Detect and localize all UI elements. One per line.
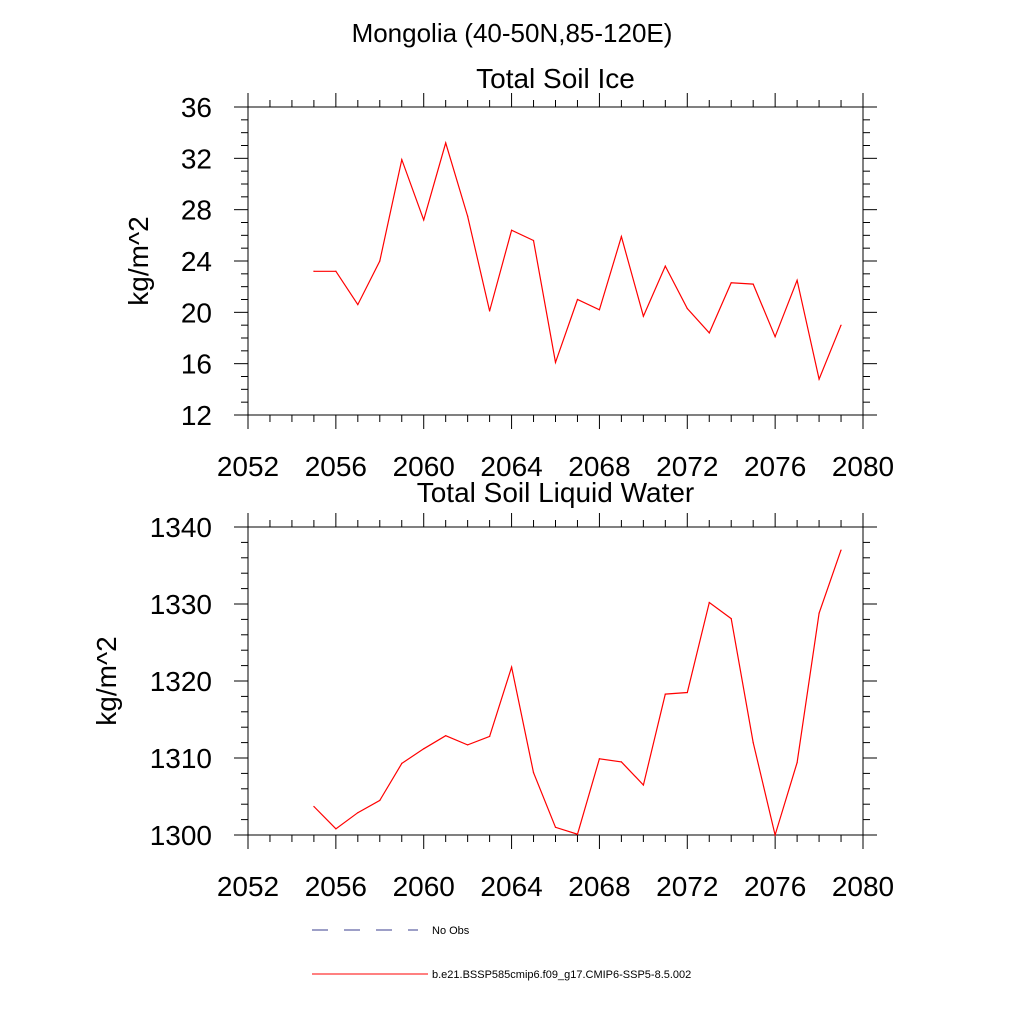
data-point (642, 315, 644, 317)
data-point (708, 332, 710, 334)
chart-title: Total Soil Liquid Water (417, 477, 695, 508)
data-point (686, 307, 688, 310)
data-point (796, 279, 798, 281)
data-point (335, 270, 337, 272)
y-tick-label: 16 (181, 349, 212, 380)
legend-model-label: b.e21.BSSP585cmip6.f09_g17.CMIP6-SSP5-8.… (432, 969, 691, 981)
data-point (818, 612, 820, 614)
data-point (313, 270, 315, 272)
y-tick-label: 32 (181, 143, 212, 174)
x-tick-label: 2068 (568, 871, 630, 902)
x-tick-label: 2080 (832, 871, 894, 902)
data-point (774, 336, 776, 338)
data-point (664, 693, 666, 695)
data-point (642, 784, 644, 786)
data-point (357, 304, 359, 306)
data-point (730, 282, 732, 284)
data-point (532, 239, 535, 242)
x-tick-label: 2080 (832, 451, 894, 482)
y-tick-label: 1330 (150, 589, 212, 620)
chart-title: Total Soil Ice (476, 63, 635, 94)
data-point (510, 229, 513, 231)
data-point (708, 601, 710, 604)
x-tick-label: 2052 (217, 451, 279, 482)
data-point (313, 805, 315, 808)
data-point (423, 748, 425, 750)
y-tick-label: 1300 (150, 820, 212, 851)
y-tick-label: 1320 (150, 666, 212, 697)
data-point (379, 799, 381, 801)
legend-obs-label: No Obs (432, 925, 470, 937)
y-tick-label: 12 (181, 400, 212, 431)
y-tick-label: 28 (181, 195, 212, 226)
x-tick-label: 2072 (656, 451, 718, 482)
x-tick-label: 2056 (305, 871, 367, 902)
data-point (532, 772, 535, 774)
data-point (357, 812, 359, 814)
data-point (576, 833, 579, 835)
data-point (467, 744, 469, 746)
data-point (423, 219, 425, 221)
data-point (620, 761, 622, 763)
soil-liquid-water-plot: Total Soil Liquid Water 2052 2056 2060 2064 2… (91, 477, 894, 902)
x-tick-label: 2064 (480, 451, 542, 482)
data-point (510, 666, 513, 668)
data-point (840, 549, 842, 551)
data-point (796, 762, 798, 764)
data-point (818, 378, 820, 380)
data-point (686, 691, 688, 694)
y-tick-label: 24 (181, 246, 212, 277)
x-tick-label: 2072 (656, 871, 718, 902)
series-line (313, 549, 842, 838)
data-point (445, 735, 447, 737)
data-point (774, 834, 776, 836)
series-line (313, 140, 842, 382)
figure-title: Mongolia (40-50N,85-120E) (352, 18, 673, 48)
soil-ice-plot: Total Soil Ice 2052 2056 2060 2064 2068 2072 20… (123, 63, 894, 482)
data-point (401, 159, 403, 161)
data-point (664, 265, 666, 267)
x-tick-label: 2076 (744, 451, 806, 482)
x-tick-label: 2052 (217, 871, 279, 902)
x-tick-label: 2076 (744, 871, 806, 902)
data-point (554, 826, 557, 828)
data-point (598, 309, 601, 311)
x-tick-label: 2060 (393, 871, 455, 902)
data-point (445, 142, 447, 144)
x-tick-label: 2064 (480, 871, 542, 902)
x-tick-label: 2068 (568, 451, 630, 482)
y-tick-label: 1340 (150, 512, 212, 543)
y-tick-label: 36 (181, 92, 212, 123)
data-point (379, 260, 381, 262)
y-tick-label: 1310 (150, 743, 212, 774)
data-point (335, 828, 337, 830)
x-tick-label: 2056 (305, 451, 367, 482)
data-point (620, 236, 622, 238)
data-point (554, 361, 557, 363)
plot-frame (247, 106, 864, 416)
data-point (840, 324, 842, 326)
y-axis-label: kg/m^2 (91, 636, 122, 725)
data-point (576, 298, 579, 301)
data-point (401, 762, 403, 764)
data-point (489, 310, 491, 312)
data-point (489, 735, 491, 738)
data-point (730, 618, 732, 620)
data-point (752, 283, 754, 285)
x-tick-label: 2060 (393, 451, 455, 482)
data-point (467, 215, 469, 217)
data-point (598, 758, 601, 760)
y-tick-label: 20 (181, 297, 212, 328)
legend: No Obs b.e21.BSSP585cmip6.f09_g17.CMIP6-… (312, 925, 691, 981)
y-axis-label: kg/m^2 (123, 216, 154, 305)
plot-frame (247, 526, 864, 836)
data-point (752, 742, 754, 744)
